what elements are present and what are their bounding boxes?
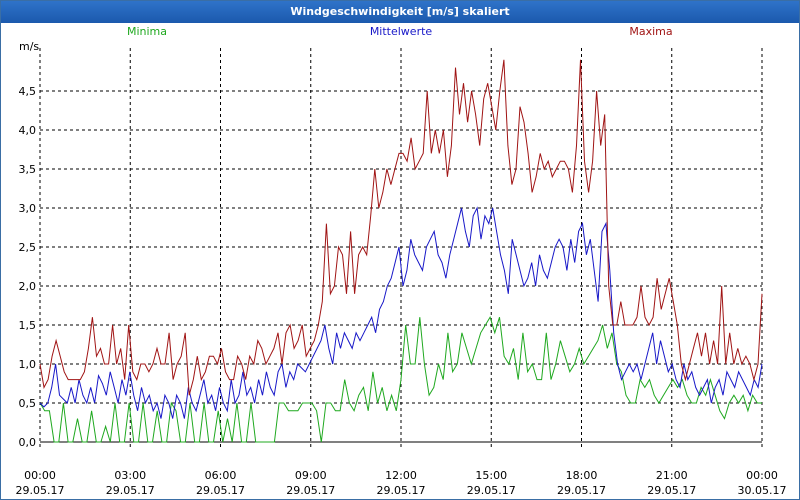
x-tick-date: 29.05.17 <box>286 484 335 497</box>
x-tick-date: 29.05.17 <box>106 484 155 497</box>
x-tick-date: 29.05.17 <box>557 484 606 497</box>
y-tick-label: 4,0 <box>19 124 37 137</box>
x-tick-time: 09:00 <box>295 469 327 482</box>
x-tick-date: 30.05.17 <box>738 484 787 497</box>
x-tick-time: 15:00 <box>475 469 507 482</box>
y-tick-label: 2,0 <box>19 280 37 293</box>
series-lines <box>39 59 763 443</box>
y-tick-labels: 0,0 0,5 1,0 1,5 2,0 2,5 3,0 3,5 4,0 4,5 <box>19 85 37 449</box>
x-tick-labels: 00:00 29.05.17 03:00 29.05.17 06:00 29.05.17 0… <box>16 469 787 497</box>
x-tick-time: 18:00 <box>566 469 598 482</box>
x-tick-time: 00:00 <box>746 469 778 482</box>
legend-minima: Minima <box>127 25 167 38</box>
x-tick-time: 06:00 <box>205 469 237 482</box>
y-tick-label: 1,0 <box>19 358 37 371</box>
y-tick-label: 0,0 <box>19 436 37 449</box>
x-tick-date: 29.05.17 <box>647 484 696 497</box>
series-line-mittelwerte <box>39 206 763 419</box>
y-tick-label: 4,5 <box>19 85 37 98</box>
y-tick-label: 0,5 <box>19 397 37 410</box>
x-tick-date: 29.05.17 <box>467 484 516 497</box>
x-tick-date: 29.05.17 <box>377 484 426 497</box>
x-tick-time: 00:00 <box>24 469 56 482</box>
x-tick-date: 29.05.17 <box>16 484 65 497</box>
grid-lines <box>39 48 763 448</box>
series-line-maxima <box>39 59 763 396</box>
series-line-minima <box>39 315 762 443</box>
y-tick-label: 3,0 <box>19 202 37 215</box>
x-tick-time: 03:00 <box>114 469 146 482</box>
window-title: Windgeschwindigkeit [m/s] skaliert <box>1 1 799 23</box>
x-tick-time: 12:00 <box>385 469 417 482</box>
x-tick-time: 21:00 <box>656 469 688 482</box>
y-tick-label: 2,5 <box>19 241 37 254</box>
y-tick-label: 1,5 <box>19 319 37 332</box>
legend: Minima Mittelwerte Maxima <box>127 25 673 38</box>
x-tick-date: 29.05.17 <box>196 484 245 497</box>
legend-maxima: Maxima <box>629 25 672 38</box>
y-tick-label: 3,5 <box>19 163 37 176</box>
legend-mittelwerte: Mittelwerte <box>370 25 433 38</box>
y-axis-label: m/s <box>19 40 39 53</box>
